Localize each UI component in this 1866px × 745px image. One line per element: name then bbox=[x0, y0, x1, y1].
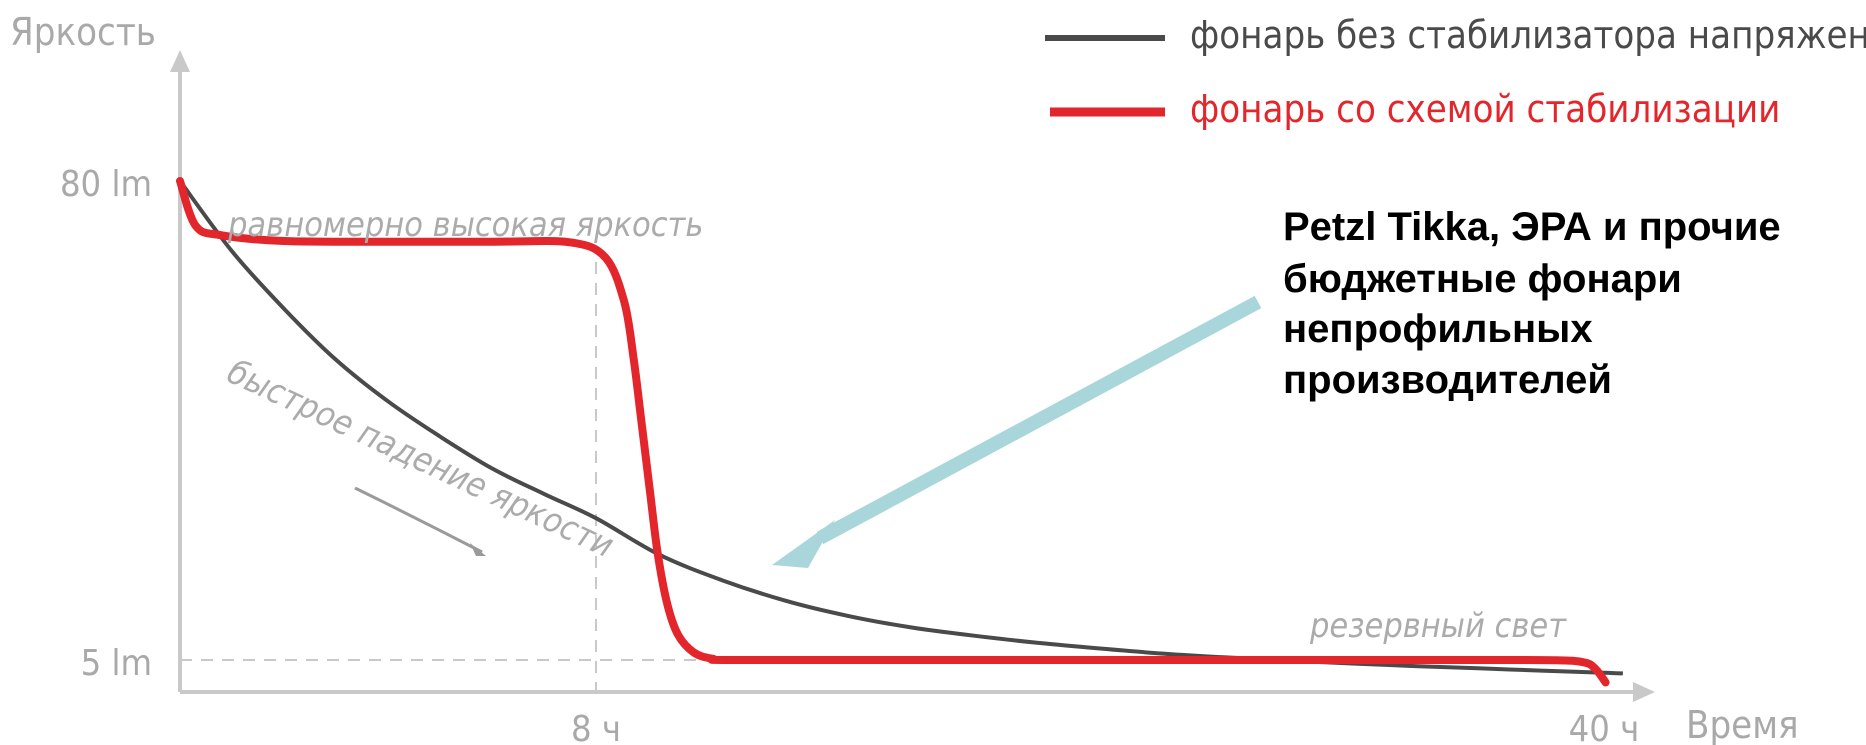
legend-label-stabilized: фонарь со схемой стабилизации bbox=[1190, 87, 1780, 131]
callout-pointer-arrow bbox=[816, 295, 1262, 545]
callout-pointer-arrowhead bbox=[772, 520, 835, 568]
annotation-uniform-brightness: равномерно высокая яркость bbox=[227, 205, 703, 245]
x-tick-label-8h: 8 ч bbox=[571, 709, 621, 745]
x-tick-label-40h: 40 ч bbox=[1569, 709, 1640, 745]
callout-line-4: производителей bbox=[1283, 358, 1612, 402]
series-line-stabilized bbox=[176, 177, 1610, 687]
annotation-reserve-light: резервный свет bbox=[1309, 606, 1567, 646]
callout-line-1: Petzl Tikka, ЭРА и прочие bbox=[1283, 205, 1781, 249]
callout-line-3: непрофильных bbox=[1283, 307, 1593, 351]
annotation-rapid-drop-arrow bbox=[354, 486, 483, 554]
x-axis-arrow bbox=[1633, 682, 1655, 702]
y-axis-title: Яркость bbox=[10, 10, 156, 54]
legend-label-no-stabilizer: фонарь без стабилизатора напряжения bbox=[1190, 13, 1866, 57]
annotation-rapid-drop-arrowhead bbox=[470, 543, 486, 556]
series-line-no-stabilizer bbox=[178, 179, 1623, 676]
y-tick-label-5: 5 lm bbox=[81, 643, 152, 684]
annotation-rapid-drop: быстрое падение яркости bbox=[221, 352, 619, 566]
y-axis-arrow bbox=[170, 50, 190, 72]
callout-line-2: бюджетные фонари bbox=[1283, 257, 1682, 301]
y-tick-label-80: 80 lm bbox=[60, 164, 152, 205]
x-axis-title: Время bbox=[1686, 703, 1799, 745]
